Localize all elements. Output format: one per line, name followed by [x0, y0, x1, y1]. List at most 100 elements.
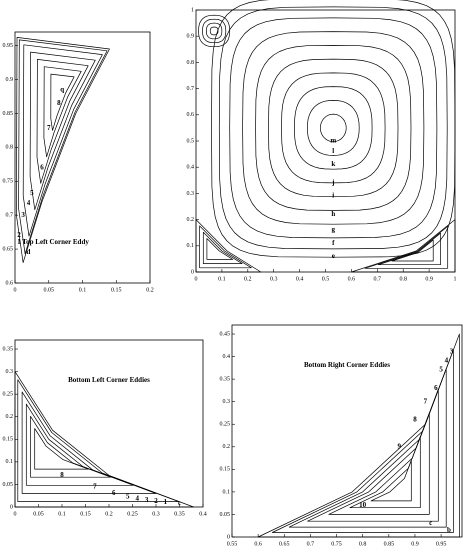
streamline — [268, 58, 399, 198]
contour-label: d — [27, 248, 31, 256]
contour-label: 4 — [135, 494, 139, 502]
streamline — [255, 45, 412, 211]
x-tick-label: 0.2 — [105, 511, 113, 517]
y-tick-label: 0.75 — [3, 179, 14, 185]
contour-label: f — [332, 239, 335, 247]
x-tick-label: 0.1 — [218, 276, 226, 282]
panel-title: Bottom Left Corner Eddies — [68, 376, 150, 384]
x-tick-label: 0.2 — [244, 276, 252, 282]
contour-label: h — [331, 210, 335, 218]
x-tick-label: 0.15 — [80, 511, 91, 517]
streamline — [43, 66, 82, 158]
streamline — [242, 31, 425, 225]
contour-label: 7 — [47, 124, 51, 132]
contour-label: c — [429, 519, 432, 527]
y-tick-label: 0.25 — [3, 392, 14, 398]
y-tick-label: 0.7 — [187, 86, 195, 92]
contour-label: 3 — [21, 211, 25, 219]
y-tick-label: 0.85 — [3, 111, 14, 117]
contour-label: 6 — [434, 384, 438, 392]
y-tick-label: 0.35 — [3, 346, 14, 352]
y-tick-label: 0 — [227, 534, 230, 540]
x-tick-label: 0.85 — [384, 541, 395, 547]
streamline — [198, 14, 231, 48]
x-tick-label: 0.2 — [146, 287, 154, 293]
contour-label: 3 — [145, 496, 149, 504]
contour-label: 8 — [413, 415, 417, 423]
contour-label: 10 — [359, 501, 367, 509]
x-tick-label: 0.65 — [279, 541, 290, 547]
contour-label: 7 — [93, 482, 97, 490]
streamline — [319, 113, 347, 143]
contour-label: 2 — [154, 497, 158, 505]
x-tick-label: 0.9 — [425, 276, 433, 282]
contour-label: c — [178, 499, 181, 507]
y-tick-label: 1 — [191, 7, 194, 13]
streamline — [195, 219, 262, 273]
streamline — [25, 403, 134, 486]
streamline — [50, 73, 75, 131]
x-tick-label: 0.8 — [399, 276, 407, 282]
streamline — [307, 100, 360, 156]
streamline — [349, 436, 421, 509]
contour-label: 5 — [126, 493, 130, 501]
streamline — [377, 232, 441, 266]
y-tick-label: 0.9 — [6, 77, 14, 83]
x-tick-label: 0.05 — [33, 511, 44, 517]
contour-label: k — [331, 160, 335, 168]
contour-label: 6 — [40, 163, 44, 171]
x-tick-label: 0.3 — [152, 511, 160, 517]
x-tick-label: 0.7 — [307, 541, 315, 547]
x-tick-label: 0.35 — [174, 511, 185, 517]
x-tick-label: 0.75 — [331, 541, 342, 547]
streamline — [30, 415, 112, 478]
y-tick-label: 0.25 — [220, 422, 231, 428]
y-tick-label: 0.6 — [187, 112, 195, 118]
contour-label: 4 — [445, 357, 449, 365]
y-tick-label: 0.8 — [6, 145, 14, 151]
x-tick-label: 0 — [14, 511, 17, 517]
streamline — [288, 368, 447, 528]
streamline — [307, 388, 439, 522]
streamline — [36, 59, 89, 184]
y-tick-label: 0.3 — [223, 399, 231, 405]
panel-title: Top Left Corner Eddy — [22, 238, 89, 246]
y-tick-label: 0.9 — [187, 34, 195, 40]
y-tick-label: 0.95 — [3, 43, 14, 49]
contour-label: 7 — [424, 397, 428, 405]
y-tick-label: 0.2 — [6, 414, 14, 420]
streamline — [17, 379, 179, 502]
x-tick-label: 0.9 — [411, 541, 419, 547]
contour-label: e — [332, 252, 335, 260]
contour-label: 1 — [164, 498, 168, 506]
contour-label: 5 — [439, 366, 443, 374]
contour-label: 3 — [450, 348, 454, 356]
contour-label: i — [332, 192, 334, 200]
x-tick-label: 0.1 — [58, 511, 66, 517]
streamline — [211, 0, 456, 258]
x-tick-label: 0.15 — [111, 287, 122, 293]
x-tick-label: 0.4 — [296, 276, 304, 282]
y-tick-label: 0 — [10, 504, 13, 510]
x-tick-label: 0.1 — [79, 287, 87, 293]
x-tick-label: 0 — [195, 276, 198, 282]
streamline — [294, 86, 373, 170]
x-tick-label: 0.25 — [127, 511, 138, 517]
streamline — [34, 428, 89, 470]
streamline — [21, 391, 157, 494]
y-tick-label: 0.3 — [6, 369, 14, 375]
plot-frame — [14, 339, 204, 508]
contour-label: b — [447, 526, 451, 534]
streamline — [209, 26, 219, 36]
contour-label: 8 — [60, 471, 64, 479]
y-tick-label: 0.1 — [6, 459, 14, 465]
y-tick-label: 0.4 — [187, 165, 195, 171]
panel-title: Bottom Right Corner Eddies — [304, 361, 390, 369]
contour-label: 1 — [17, 238, 21, 246]
x-tick-label: 0.6 — [348, 276, 356, 282]
y-tick-label: 0.05 — [3, 482, 14, 488]
streamline — [229, 17, 438, 239]
streamline — [22, 44, 103, 237]
y-tick-label: 0.4 — [223, 354, 231, 360]
